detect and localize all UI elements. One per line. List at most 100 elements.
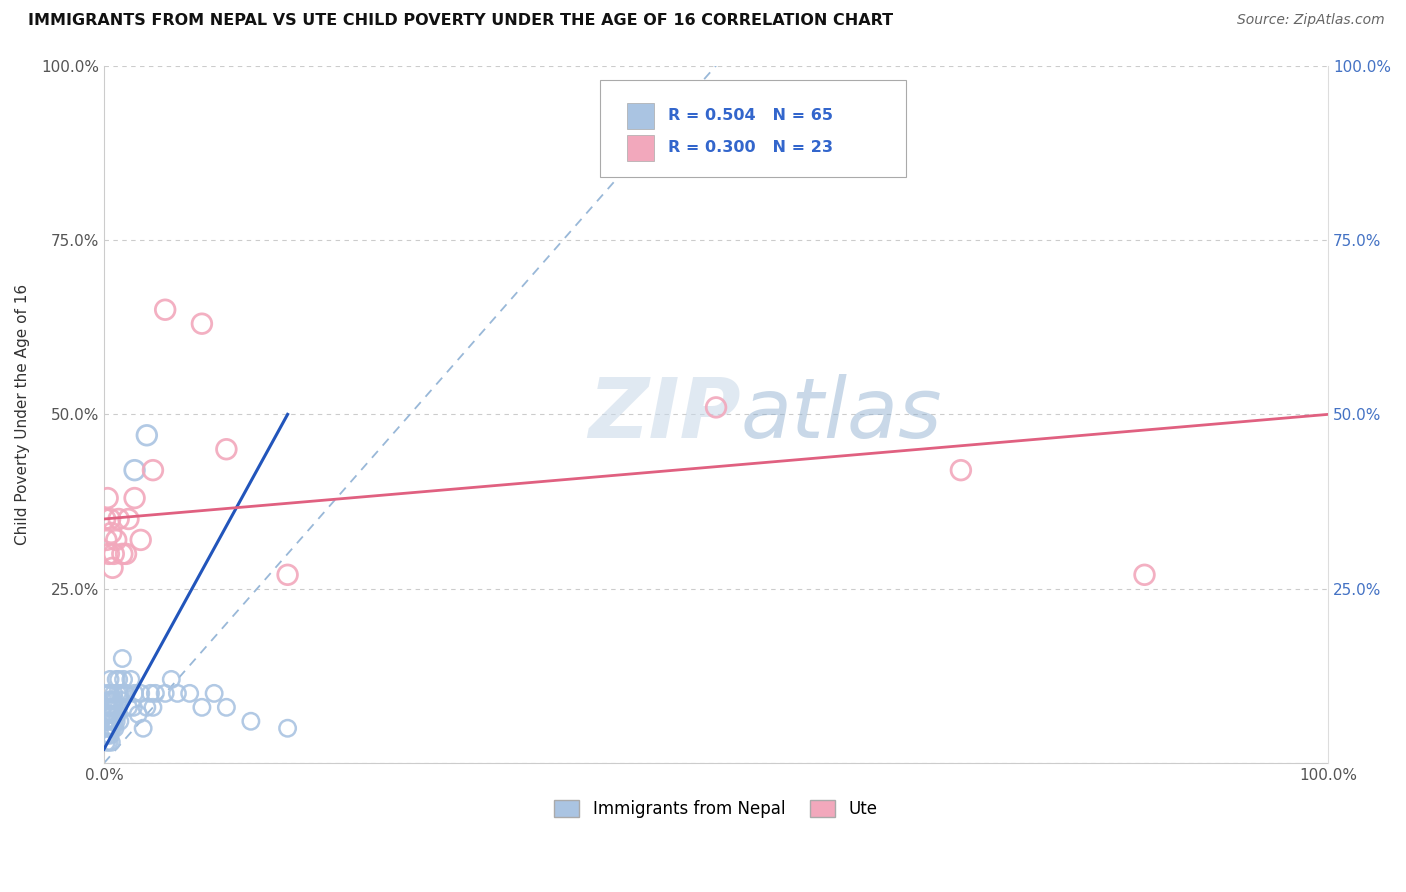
Point xyxy=(101,707,124,722)
Point xyxy=(105,700,128,714)
Point xyxy=(101,693,124,707)
Point xyxy=(132,721,155,735)
Point xyxy=(124,491,146,505)
Point xyxy=(96,707,118,722)
Y-axis label: Child Poverty Under the Age of 16: Child Poverty Under the Age of 16 xyxy=(15,284,30,545)
Text: Source: ZipAtlas.com: Source: ZipAtlas.com xyxy=(1237,13,1385,28)
Point xyxy=(166,686,188,700)
Point xyxy=(94,728,117,742)
Point xyxy=(94,512,117,526)
Point xyxy=(96,533,118,547)
Point xyxy=(108,714,131,729)
Point xyxy=(129,533,152,547)
Point xyxy=(105,533,128,547)
Point xyxy=(215,442,238,457)
Point xyxy=(100,721,122,735)
Point xyxy=(100,525,122,540)
Text: ZIP: ZIP xyxy=(588,374,741,455)
Point xyxy=(97,547,120,561)
Point xyxy=(135,428,157,442)
Point xyxy=(142,463,165,477)
Point xyxy=(103,686,125,700)
Point xyxy=(139,686,162,700)
Point xyxy=(239,714,262,729)
Point xyxy=(117,700,139,714)
Point xyxy=(97,735,120,749)
Point xyxy=(114,686,136,700)
Point xyxy=(97,721,120,735)
Point xyxy=(101,561,124,575)
Point xyxy=(129,686,152,700)
Point xyxy=(949,463,972,477)
Point xyxy=(96,721,118,735)
Point xyxy=(108,686,131,700)
Point xyxy=(111,686,134,700)
Point xyxy=(100,735,122,749)
Point xyxy=(107,512,129,526)
Point xyxy=(111,547,134,561)
Point xyxy=(277,721,299,735)
Point xyxy=(122,700,145,714)
FancyBboxPatch shape xyxy=(627,135,654,161)
Point xyxy=(127,707,149,722)
Point xyxy=(105,673,128,687)
Point xyxy=(101,721,124,735)
Point xyxy=(107,700,129,714)
Point xyxy=(104,721,127,735)
Text: R = 0.504   N = 65: R = 0.504 N = 65 xyxy=(668,108,834,123)
Point xyxy=(104,693,127,707)
Point xyxy=(145,686,167,700)
Point xyxy=(111,651,134,665)
Legend: Immigrants from Nepal, Ute: Immigrants from Nepal, Ute xyxy=(548,793,884,824)
Point xyxy=(98,714,121,729)
Point xyxy=(107,707,129,722)
Point xyxy=(98,728,121,742)
Point xyxy=(115,686,138,700)
Point xyxy=(277,567,299,582)
Point xyxy=(110,693,132,707)
Point xyxy=(153,686,176,700)
Point xyxy=(97,707,120,722)
Point xyxy=(98,686,121,700)
Point xyxy=(124,686,146,700)
Point xyxy=(117,512,139,526)
FancyBboxPatch shape xyxy=(627,103,654,129)
Point xyxy=(135,700,157,714)
Text: IMMIGRANTS FROM NEPAL VS UTE CHILD POVERTY UNDER THE AGE OF 16 CORRELATION CHART: IMMIGRANTS FROM NEPAL VS UTE CHILD POVER… xyxy=(28,13,893,29)
Point xyxy=(191,317,214,331)
Point xyxy=(1133,567,1156,582)
Point xyxy=(142,700,165,714)
Point xyxy=(94,714,117,729)
Point xyxy=(120,673,142,687)
Point xyxy=(179,686,201,700)
Point xyxy=(103,700,125,714)
FancyBboxPatch shape xyxy=(600,79,905,178)
Point xyxy=(100,707,122,722)
Point xyxy=(105,714,128,729)
Point xyxy=(97,728,120,742)
Point xyxy=(97,714,120,729)
Point xyxy=(202,686,225,700)
Point xyxy=(153,302,176,317)
Point xyxy=(98,700,121,714)
Point xyxy=(107,686,129,700)
Point xyxy=(97,491,120,505)
Point xyxy=(97,686,120,700)
Point xyxy=(98,512,121,526)
Text: atlas: atlas xyxy=(741,374,942,455)
Point xyxy=(215,700,238,714)
Point xyxy=(107,673,129,687)
Point xyxy=(160,673,183,687)
Point xyxy=(97,700,120,714)
Point xyxy=(124,463,146,477)
Point xyxy=(112,673,135,687)
Point xyxy=(97,693,120,707)
Point xyxy=(103,547,125,561)
Point xyxy=(704,401,727,415)
Point xyxy=(103,714,125,729)
Point xyxy=(100,693,122,707)
Point xyxy=(96,735,118,749)
Point xyxy=(191,700,214,714)
Point xyxy=(98,673,121,687)
Point xyxy=(115,547,138,561)
